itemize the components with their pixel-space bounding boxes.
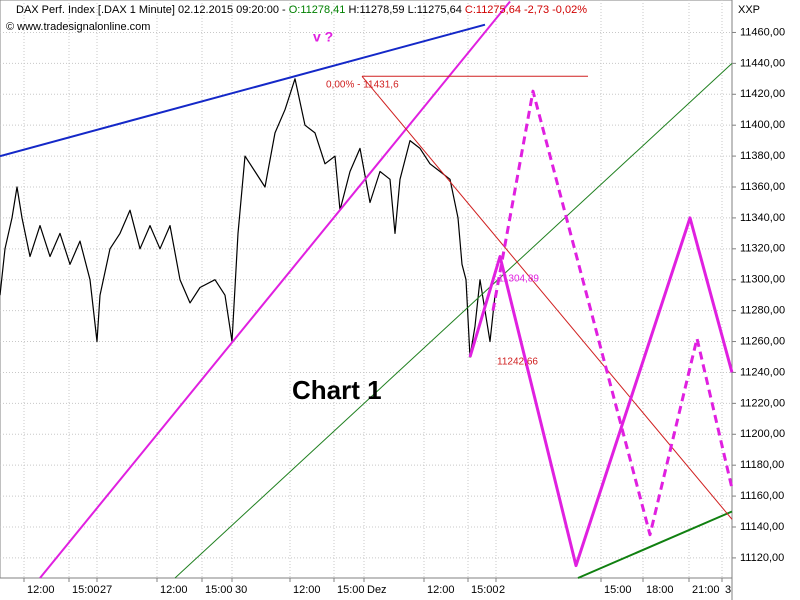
y-tick-label: 11240,00 bbox=[740, 366, 785, 378]
x-tick-label: 15:00 bbox=[471, 584, 499, 596]
series-line bbox=[577, 510, 733, 579]
annotation: 0,00% - 11431,6 bbox=[326, 80, 399, 91]
series-line bbox=[0, 78, 496, 358]
header-part: C:11275,64 -2,73 -0,02% bbox=[465, 4, 587, 16]
y-tick-label: 11380,00 bbox=[740, 150, 785, 162]
x-tick-label: 2 bbox=[499, 584, 505, 596]
y-tick-label: 11120,00 bbox=[740, 552, 784, 564]
header-part: DAX Perf. Index [.DAX 1 Minute] 02.12.20… bbox=[16, 4, 289, 16]
y-tick-label: 11320,00 bbox=[740, 243, 785, 255]
y-tick-label: 11260,00 bbox=[740, 335, 785, 347]
series-line bbox=[39, 0, 511, 579]
header: DAX Perf. Index [.DAX 1 Minute] 02.12.20… bbox=[16, 4, 587, 16]
annotation: 11304,89 bbox=[498, 274, 539, 285]
annotation: 11242,66 bbox=[497, 357, 538, 368]
y-axis-panel bbox=[732, 0, 800, 600]
annotation: v ? bbox=[313, 29, 333, 45]
x-tick-label: 15:00 bbox=[205, 584, 233, 596]
y-tick-label: 11400,00 bbox=[740, 119, 785, 131]
y-tick-label: 11440,00 bbox=[740, 57, 785, 69]
copyright: © www.tradesignalonline.com bbox=[6, 21, 150, 33]
header-part: O:11278,41 bbox=[289, 4, 346, 16]
chart-title: Chart 1 bbox=[292, 375, 382, 405]
y-tick-label: 11220,00 bbox=[740, 397, 785, 409]
y-tick-label: 11460,00 bbox=[740, 26, 785, 38]
x-tick-label: 15:00 bbox=[72, 584, 100, 596]
y-tick-label: 11140,00 bbox=[740, 521, 784, 533]
series-line bbox=[174, 63, 733, 579]
header-part: H:11278,59 L:11275,64 bbox=[345, 4, 464, 16]
series-line bbox=[468, 216, 734, 568]
y-tick-label: 11300,00 bbox=[740, 274, 785, 286]
x-tick-label: 27 bbox=[100, 584, 112, 596]
x-tick-label: 12:00 bbox=[27, 584, 55, 596]
x-tick-label: 15:00 bbox=[337, 584, 365, 596]
y-tick-label: 11160,00 bbox=[740, 490, 784, 502]
y-tick-label: 11200,00 bbox=[740, 428, 785, 440]
y-tick-label: 11180,00 bbox=[740, 459, 784, 471]
x-tick-label: 30 bbox=[235, 584, 247, 596]
series-line bbox=[0, 23, 486, 158]
y-tick-label: 11360,00 bbox=[740, 181, 785, 193]
x-tick-label: 12:00 bbox=[160, 584, 188, 596]
x-tick-label: 15:00 bbox=[604, 584, 632, 596]
series-line bbox=[491, 89, 734, 537]
y-tick-label: 11420,00 bbox=[740, 88, 785, 100]
y-tick-label: 11340,00 bbox=[740, 212, 785, 224]
x-tick-label: 21:00 bbox=[692, 584, 720, 596]
x-tick-label: 12:00 bbox=[293, 584, 321, 596]
x-tick-label: 12:00 bbox=[427, 584, 455, 596]
axes: 11120,00 11140,00 11160,00 11180,00 11200,00… bbox=[23, 26, 785, 596]
x-tick-label: Dez bbox=[367, 584, 387, 596]
x-tick-label: 3 bbox=[725, 584, 731, 596]
x-tick-label: 18:00 bbox=[646, 584, 674, 596]
axis-label: XXP bbox=[738, 4, 760, 16]
plot-area bbox=[0, 0, 733, 579]
marks bbox=[0, 0, 734, 579]
y-tick-label: 11280,00 bbox=[740, 305, 785, 317]
